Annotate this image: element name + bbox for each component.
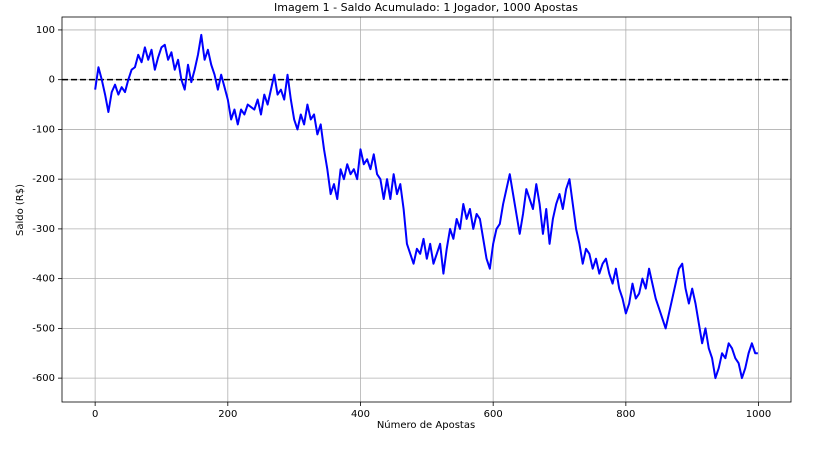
y-tick-label: -200: [32, 174, 55, 185]
y-tick-label: -300: [32, 224, 55, 235]
x-tick-label: 200: [218, 409, 237, 420]
y-tick-label: -100: [32, 124, 55, 135]
x-tick-label: 600: [484, 409, 503, 420]
x-axis-label: Número de Apostas: [377, 419, 475, 431]
y-tick-label: -500: [32, 323, 55, 334]
x-tick-label: 0: [92, 409, 98, 420]
x-tick-label: 1000: [746, 409, 771, 420]
y-axis-label: Saldo (R$): [15, 184, 26, 236]
x-tick-label: 400: [351, 409, 370, 420]
x-tick-label: 800: [616, 409, 635, 420]
y-tick-label: 0: [49, 75, 55, 86]
y-tick-label: 100: [36, 25, 55, 36]
line-series: [94, 33, 758, 380]
chart-title: Imagem 1 - Saldo Acumulado: 1 Jogador, 1…: [274, 1, 578, 14]
plot-frame: [61, 16, 792, 403]
y-tick-label: -400: [32, 274, 55, 285]
y-tick-label: -600: [32, 373, 55, 384]
